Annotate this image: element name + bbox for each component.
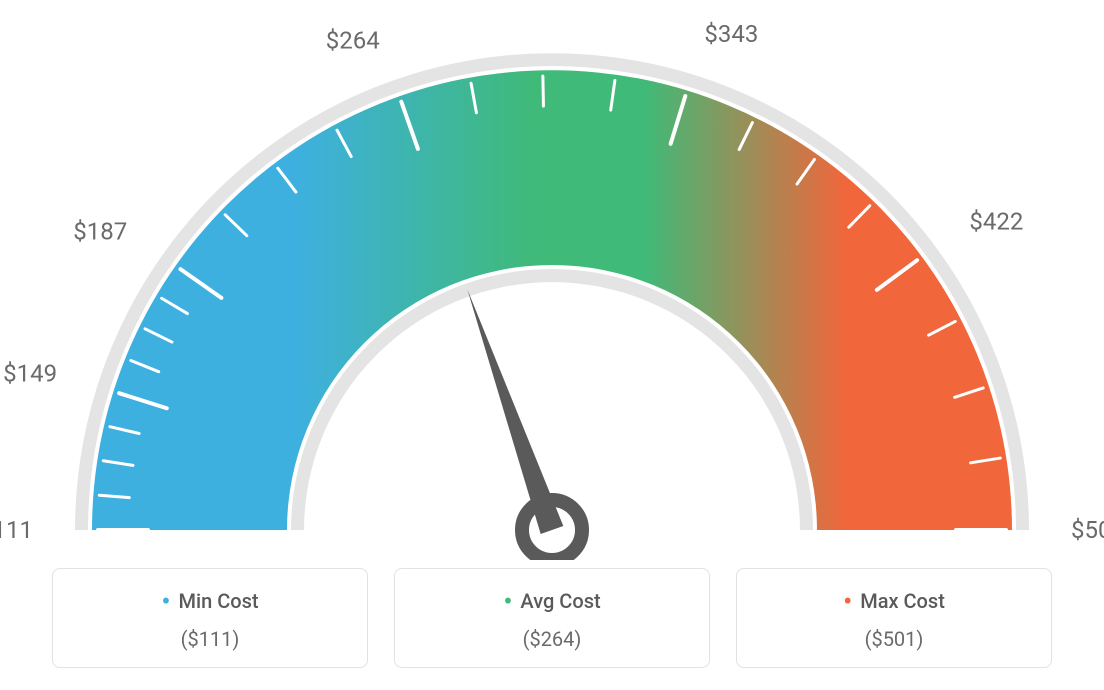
svg-text:$264: $264 (326, 26, 380, 54)
legend-row: Min Cost ($111) Avg Cost ($264) Max Cost… (0, 568, 1104, 668)
svg-text:$501: $501 (1071, 516, 1104, 544)
cost-gauge: $111 $149 $187 $264 $343 $422 $501 (0, 0, 1104, 560)
legend-avg-title: Avg Cost (407, 587, 697, 617)
legend-min-box: Min Cost ($111) (52, 568, 368, 668)
legend-max-box: Max Cost ($501) (736, 568, 1052, 668)
legend-max-title: Max Cost (749, 587, 1039, 617)
svg-text:$187: $187 (73, 218, 127, 246)
legend-min-title: Min Cost (65, 587, 355, 617)
svg-text:$343: $343 (704, 20, 758, 48)
legend-avg-value: ($264) (407, 627, 697, 651)
legend-min-value: ($111) (65, 627, 355, 651)
gauge-svg: $111 $149 $187 $264 $343 $422 $501 (0, 0, 1104, 560)
svg-text:$111: $111 (0, 516, 33, 544)
svg-text:$149: $149 (3, 360, 57, 388)
legend-avg-box: Avg Cost ($264) (394, 568, 710, 668)
svg-text:$422: $422 (969, 208, 1023, 236)
legend-max-value: ($501) (749, 627, 1039, 651)
